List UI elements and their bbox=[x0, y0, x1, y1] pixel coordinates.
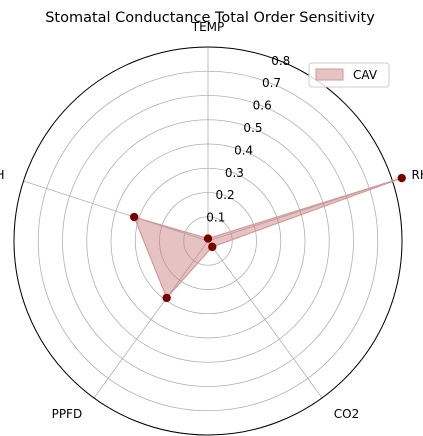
radial-tick-label: 0.7 bbox=[262, 76, 281, 90]
series-area bbox=[133, 177, 402, 300]
axis-labels: TEMP RH CO2 PPFD H bbox=[0, 20, 423, 421]
legend-label: CAV bbox=[353, 68, 378, 82]
grid-spoke bbox=[207, 240, 323, 399]
radar-grid bbox=[13, 46, 403, 436]
radar-series bbox=[129, 173, 406, 303]
polar-frame bbox=[13, 46, 403, 436]
legend-swatch bbox=[315, 68, 344, 81]
data-point bbox=[203, 234, 213, 243]
data-point bbox=[162, 293, 171, 303]
axis-label: RH bbox=[412, 168, 423, 182]
radial-tick-label: 0.2 bbox=[216, 188, 235, 202]
data-point bbox=[208, 242, 217, 252]
data-point bbox=[129, 212, 139, 222]
axis-label: H bbox=[0, 168, 4, 182]
axis-label: TEMP bbox=[191, 20, 225, 34]
data-point bbox=[397, 173, 406, 183]
axis-label: CO2 bbox=[334, 407, 359, 421]
axis-label: PPFD bbox=[52, 407, 83, 421]
radial-tick-label: 0.1 bbox=[206, 211, 225, 225]
radial-tick-label: 0.3 bbox=[225, 166, 244, 180]
radial-tick-label: 0.8 bbox=[271, 54, 290, 68]
grid-spoke bbox=[93, 240, 209, 399]
chart-title: Stomatal Conductance Total Order Sensiti… bbox=[45, 10, 375, 26]
grid-spoke bbox=[23, 180, 209, 242]
radial-tick-label: 0.6 bbox=[253, 99, 272, 113]
radial-tick-label: 0.5 bbox=[243, 121, 262, 135]
radial-tick-label: 0.4 bbox=[234, 143, 253, 157]
legend: CAV bbox=[308, 62, 390, 88]
radial-tick-labels: 0.1 0.2 0.3 0.4 0.5 0.6 0.7 0.8 bbox=[206, 54, 290, 225]
